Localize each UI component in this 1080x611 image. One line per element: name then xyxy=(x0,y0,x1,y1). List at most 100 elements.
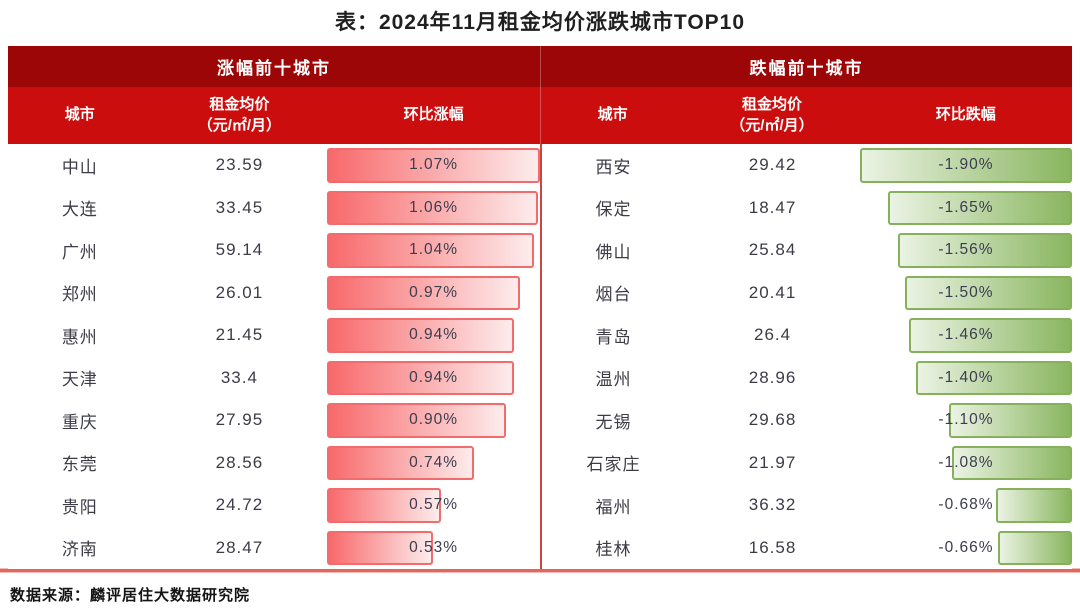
city-cell: 大连 xyxy=(61,200,98,220)
change-cell: -1.40% xyxy=(860,357,1072,400)
change-cell: 0.97% xyxy=(327,272,540,315)
table-row: 保定 18.47 -1.65% xyxy=(542,187,1072,230)
change-data-bar xyxy=(327,148,540,183)
change-data-bar xyxy=(327,360,515,395)
table-row: 青岛 26.4 -1.46% xyxy=(542,314,1072,357)
price-cell: 33.4 xyxy=(220,367,258,387)
price-cell: 28.47 xyxy=(215,537,264,557)
change-label: -1.90% xyxy=(938,156,994,174)
change-data-bar xyxy=(327,488,441,523)
city-cell: 青岛 xyxy=(595,327,632,347)
change-data-bar xyxy=(327,190,539,225)
table-row: 广州 59.14 1.04% xyxy=(8,229,540,272)
column-header-city: 城市 xyxy=(597,106,628,124)
column-header-price: 租金均价 （元/㎡/月） xyxy=(197,96,282,134)
data-source-note: 数据来源：麟评居住大数据研究院 xyxy=(10,587,251,604)
price-cell: 25.84 xyxy=(748,240,797,260)
city-cell: 天津 xyxy=(61,370,98,390)
city-cell: 中山 xyxy=(61,157,98,177)
table-row: 佛山 25.84 -1.56% xyxy=(542,229,1072,272)
change-data-bar xyxy=(327,318,515,353)
table-row: 无锡 29.68 -1.10% xyxy=(542,399,1072,442)
change-label: 0.90% xyxy=(409,411,459,429)
change-data-bar xyxy=(998,530,1072,565)
column-header-price: 租金均价 （元/㎡/月） xyxy=(730,96,814,134)
price-cell: 16.58 xyxy=(748,537,797,557)
change-data-bar xyxy=(897,233,1072,268)
change-label: -1.46% xyxy=(938,326,994,344)
change-data-bar xyxy=(909,318,1072,353)
change-cell: 0.57% xyxy=(327,484,540,527)
change-label: 0.94% xyxy=(409,326,459,344)
city-cell: 惠州 xyxy=(61,327,98,347)
change-cell: -1.90% xyxy=(859,144,1072,187)
change-cell: -1.65% xyxy=(860,187,1072,230)
table-row: 天津 33.4 0.94% xyxy=(8,357,540,400)
city-cell: 烟台 xyxy=(595,285,632,305)
change-label: 0.94% xyxy=(409,368,459,386)
gain-rows: 中山 23.59 1.07% 大连 33.45 1.06% 广州 59.14 1… xyxy=(8,144,540,569)
change-data-bar xyxy=(327,445,475,480)
change-data-bar xyxy=(887,190,1072,225)
drop-rows: 西安 29.42 -1.90% 保定 18.47 -1.65% 佛山 25.84… xyxy=(540,144,1072,569)
change-cell: 0.90% xyxy=(327,399,540,442)
city-cell: 石家庄 xyxy=(586,455,641,475)
city-cell: 佛山 xyxy=(595,242,632,262)
city-cell: 郑州 xyxy=(61,285,98,305)
gain-table-half: 涨幅前十城市 城市 租金均价 （元/㎡/月） 环比涨幅 中山 23.59 1.0… xyxy=(8,46,540,569)
table-row: 西安 29.42 -1.90% xyxy=(542,144,1072,187)
price-cell: 26.01 xyxy=(215,282,264,302)
table-row: 郑州 26.01 0.97% xyxy=(8,272,540,315)
gain-column-header-row: 城市 租金均价 （元/㎡/月） 环比涨幅 xyxy=(8,87,540,144)
table-row: 石家庄 21.97 -1.08% xyxy=(542,442,1072,485)
price-cell: 21.45 xyxy=(215,325,264,345)
column-header-gain: 环比涨幅 xyxy=(403,106,464,124)
column-header-city: 城市 xyxy=(64,106,95,124)
table-row: 中山 23.59 1.07% xyxy=(8,144,540,187)
change-cell: -1.08% xyxy=(860,442,1072,485)
page-title: 表：2024年11月租金均价涨跌城市TOP10 xyxy=(334,11,746,34)
change-label: 1.04% xyxy=(409,241,459,259)
price-cell: 36.32 xyxy=(748,495,797,515)
change-data-bar xyxy=(996,488,1072,523)
change-data-bar xyxy=(859,148,1072,183)
change-cell: -0.66% xyxy=(860,527,1072,570)
change-data-bar xyxy=(327,233,534,268)
price-cell: 28.56 xyxy=(215,452,264,472)
table-row: 福州 36.32 -0.68% xyxy=(542,484,1072,527)
change-cell: -1.50% xyxy=(860,272,1072,315)
city-cell: 济南 xyxy=(61,540,98,560)
change-data-bar xyxy=(327,403,507,438)
change-data-bar xyxy=(951,445,1072,480)
change-label: 1.07% xyxy=(409,156,459,174)
city-cell: 福州 xyxy=(595,497,632,517)
change-label: -1.40% xyxy=(938,368,994,386)
change-data-bar xyxy=(904,275,1072,310)
change-data-bar xyxy=(327,530,433,565)
change-data-bar xyxy=(327,275,521,310)
change-cell: 1.04% xyxy=(327,229,540,272)
price-cell: 21.97 xyxy=(748,452,797,472)
change-cell: 0.94% xyxy=(327,314,540,357)
change-label: 0.97% xyxy=(409,283,459,301)
price-cell: 28.96 xyxy=(748,367,797,387)
change-label: -0.66% xyxy=(938,538,994,556)
drop-column-header-row: 城市 租金均价 （元/㎡/月） 环比跌幅 xyxy=(540,87,1072,144)
change-label: 1.06% xyxy=(409,198,459,216)
price-cell: 33.45 xyxy=(215,197,264,217)
city-cell: 广州 xyxy=(61,242,98,262)
change-label: -1.65% xyxy=(938,198,994,216)
city-cell: 桂林 xyxy=(595,540,632,560)
table-row: 贵阳 24.72 0.57% xyxy=(8,484,540,527)
table-row: 惠州 21.45 0.94% xyxy=(8,314,540,357)
table-row: 温州 28.96 -1.40% xyxy=(542,357,1072,400)
price-cell: 59.14 xyxy=(215,240,264,260)
table-row: 烟台 20.41 -1.50% xyxy=(542,272,1072,315)
change-cell: -1.56% xyxy=(860,229,1072,272)
change-label: -1.56% xyxy=(938,241,994,259)
table-row: 东莞 28.56 0.74% xyxy=(8,442,540,485)
price-cell: 27.95 xyxy=(215,410,264,430)
table-row: 重庆 27.95 0.90% xyxy=(8,399,540,442)
change-data-bar xyxy=(949,403,1072,438)
